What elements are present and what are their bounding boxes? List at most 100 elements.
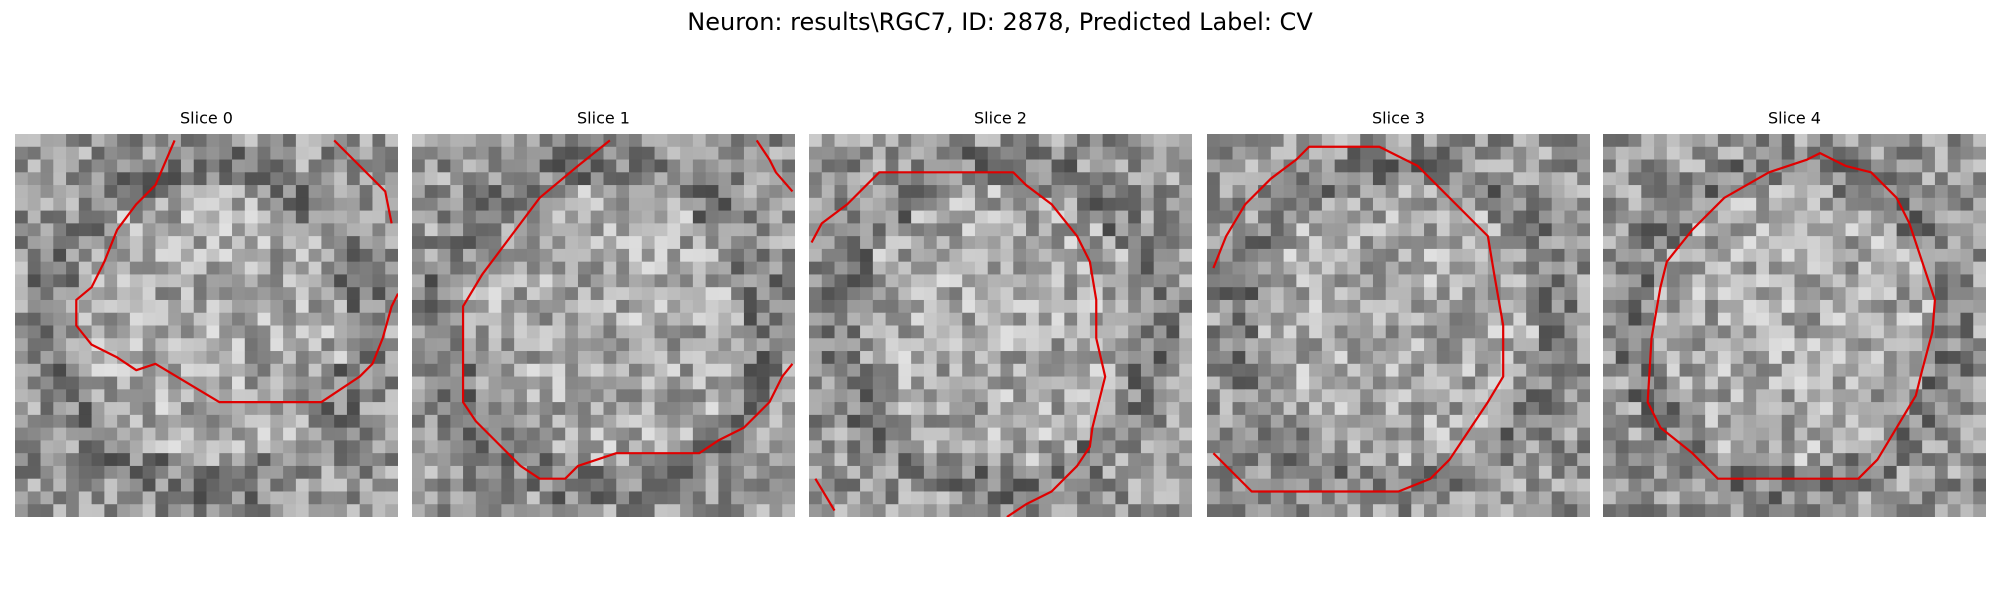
pixel xyxy=(1436,134,1450,148)
pixel xyxy=(769,236,783,250)
pixel xyxy=(1128,453,1142,467)
pixel xyxy=(1768,351,1783,365)
pixel xyxy=(308,299,322,314)
pixel xyxy=(1038,248,1052,263)
pixel xyxy=(1038,299,1052,314)
pixel xyxy=(1513,427,1527,441)
pixel xyxy=(1153,402,1167,416)
pixel xyxy=(359,210,373,224)
pixel xyxy=(1768,491,1783,505)
pixel xyxy=(1538,440,1553,454)
pixel xyxy=(1679,312,1693,326)
pixel xyxy=(1807,312,1821,326)
pixel xyxy=(1372,134,1387,148)
pixel xyxy=(412,351,426,365)
pixel xyxy=(1038,504,1052,517)
pixel xyxy=(1513,325,1527,339)
pixel xyxy=(1820,453,1834,467)
pixel xyxy=(667,440,681,454)
pixel xyxy=(1038,478,1052,492)
pixel xyxy=(1296,274,1310,288)
pixel xyxy=(603,338,617,352)
pixel xyxy=(526,478,541,492)
pixel xyxy=(565,172,579,186)
pixel xyxy=(667,248,681,263)
pixel xyxy=(104,440,118,454)
pixel xyxy=(155,402,169,416)
pixel xyxy=(385,351,398,365)
pixel xyxy=(1845,134,1859,148)
pixel xyxy=(155,453,169,467)
pixel xyxy=(1756,210,1770,224)
pixel xyxy=(1538,478,1553,492)
pixel xyxy=(1628,185,1642,199)
pixel xyxy=(117,210,131,224)
pixel xyxy=(488,351,502,365)
pixel xyxy=(1871,134,1885,148)
pixel xyxy=(91,414,105,429)
pixel xyxy=(1896,159,1910,173)
pixel xyxy=(552,414,566,429)
pixel xyxy=(1781,478,1795,492)
pixel xyxy=(1140,440,1155,454)
pixel xyxy=(1692,491,1706,505)
pixel xyxy=(40,236,54,250)
pixel xyxy=(962,465,976,480)
pixel xyxy=(1219,453,1233,467)
pixel xyxy=(1538,197,1553,211)
pixel xyxy=(1947,261,1961,275)
pixel xyxy=(692,427,707,441)
pixel xyxy=(295,197,310,211)
pixel xyxy=(1922,427,1936,441)
pixel xyxy=(1038,402,1052,416)
pixel xyxy=(206,402,220,416)
pixel xyxy=(923,312,938,326)
pixel xyxy=(1615,491,1629,505)
pixel xyxy=(270,248,284,263)
pixel xyxy=(552,197,566,211)
pixel xyxy=(1730,248,1744,263)
pixel xyxy=(1166,478,1180,492)
pixel xyxy=(424,440,438,454)
pixel xyxy=(1207,402,1221,416)
pixel xyxy=(539,325,553,339)
pixel xyxy=(821,159,835,173)
pixel xyxy=(1577,236,1590,250)
pixel xyxy=(718,325,732,339)
pixel xyxy=(1487,440,1502,454)
pixel xyxy=(1845,325,1859,339)
pixel xyxy=(1807,210,1821,224)
pixel xyxy=(463,185,477,199)
pixel xyxy=(1000,351,1014,365)
pixel xyxy=(1153,197,1167,211)
pixel xyxy=(641,185,655,199)
pixel xyxy=(629,197,643,211)
pixel xyxy=(1089,376,1104,390)
pixel xyxy=(206,440,220,454)
pixel xyxy=(1424,338,1438,352)
pixel xyxy=(1347,172,1361,186)
pixel xyxy=(1845,236,1859,250)
pixel xyxy=(898,287,912,301)
pixel xyxy=(885,414,899,429)
pixel xyxy=(155,299,169,314)
pixel xyxy=(1960,389,1974,403)
pixel xyxy=(1411,210,1425,224)
pixel xyxy=(53,504,67,517)
pixel xyxy=(974,465,989,480)
pixel xyxy=(1309,312,1323,326)
pixel xyxy=(155,236,169,250)
pixel xyxy=(450,491,464,505)
pixel xyxy=(308,197,322,211)
pixel xyxy=(1538,453,1553,467)
pixel xyxy=(641,465,655,480)
pixel xyxy=(603,261,617,275)
pixel xyxy=(1603,491,1617,505)
pixel xyxy=(1500,389,1514,403)
pixel xyxy=(1166,440,1180,454)
pixel xyxy=(1245,363,1259,377)
pixel xyxy=(412,287,426,301)
pixel xyxy=(1960,172,1974,186)
pixel xyxy=(168,389,182,403)
pixel xyxy=(450,197,464,211)
